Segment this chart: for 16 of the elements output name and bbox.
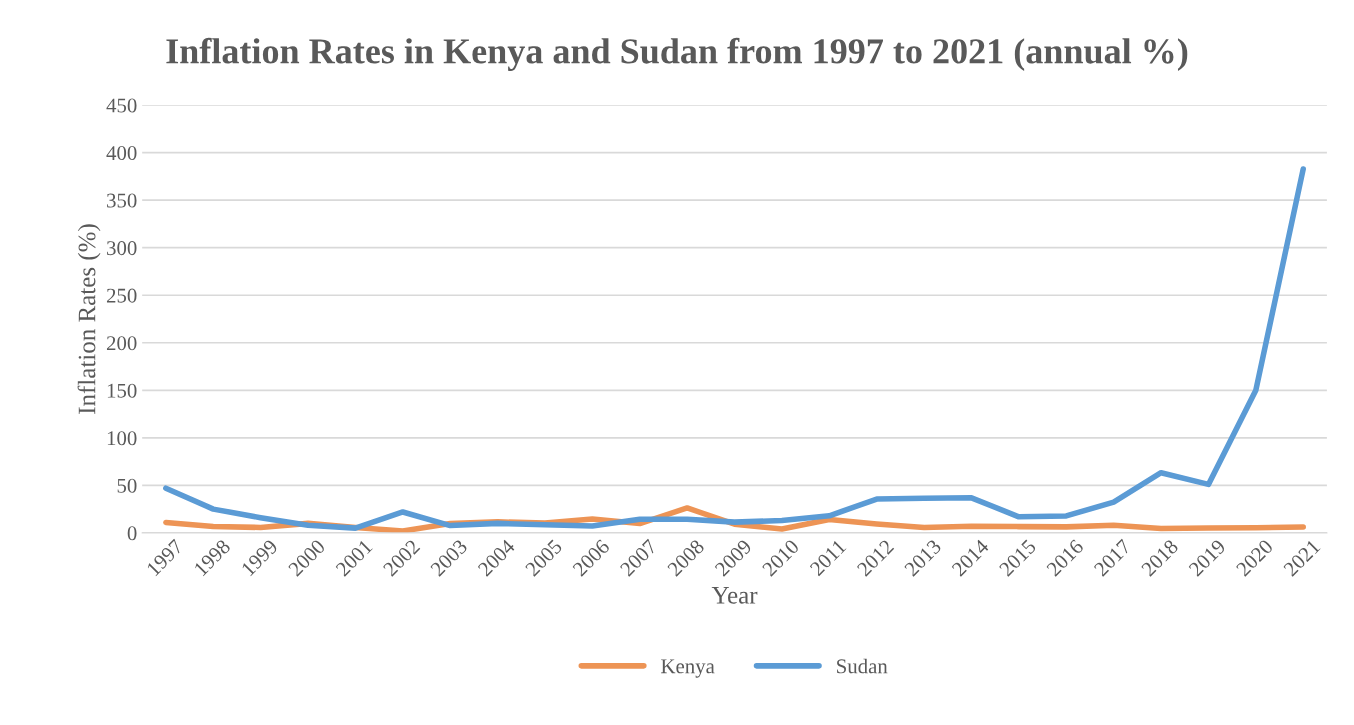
y-tick-label: 250 xyxy=(106,288,137,303)
y-tick-label: 200 xyxy=(106,336,137,351)
y-tick-label: 50 xyxy=(117,478,137,493)
y-tick-label: 300 xyxy=(107,241,137,256)
y-tick-label: 100 xyxy=(107,431,137,446)
chart-title: Inflation Rates in Kenya and Sudan from 1997 to 2021 (annual %) xyxy=(166,37,1188,71)
y-tick-label: 0 xyxy=(127,526,137,541)
y-tick-label: 150 xyxy=(107,383,137,398)
legend-label: Sudan xyxy=(837,658,888,674)
y-axis-title: Inflation Rates (%) xyxy=(77,224,101,414)
x-tick-label: 2011 xyxy=(809,539,847,577)
y-tick-label: 350 xyxy=(107,193,137,208)
x-axis-title: Year xyxy=(711,587,758,604)
y-tick-label: 400 xyxy=(106,146,137,161)
legend-label: Kenya xyxy=(661,659,715,678)
y-tick-label: 450 xyxy=(106,98,137,113)
